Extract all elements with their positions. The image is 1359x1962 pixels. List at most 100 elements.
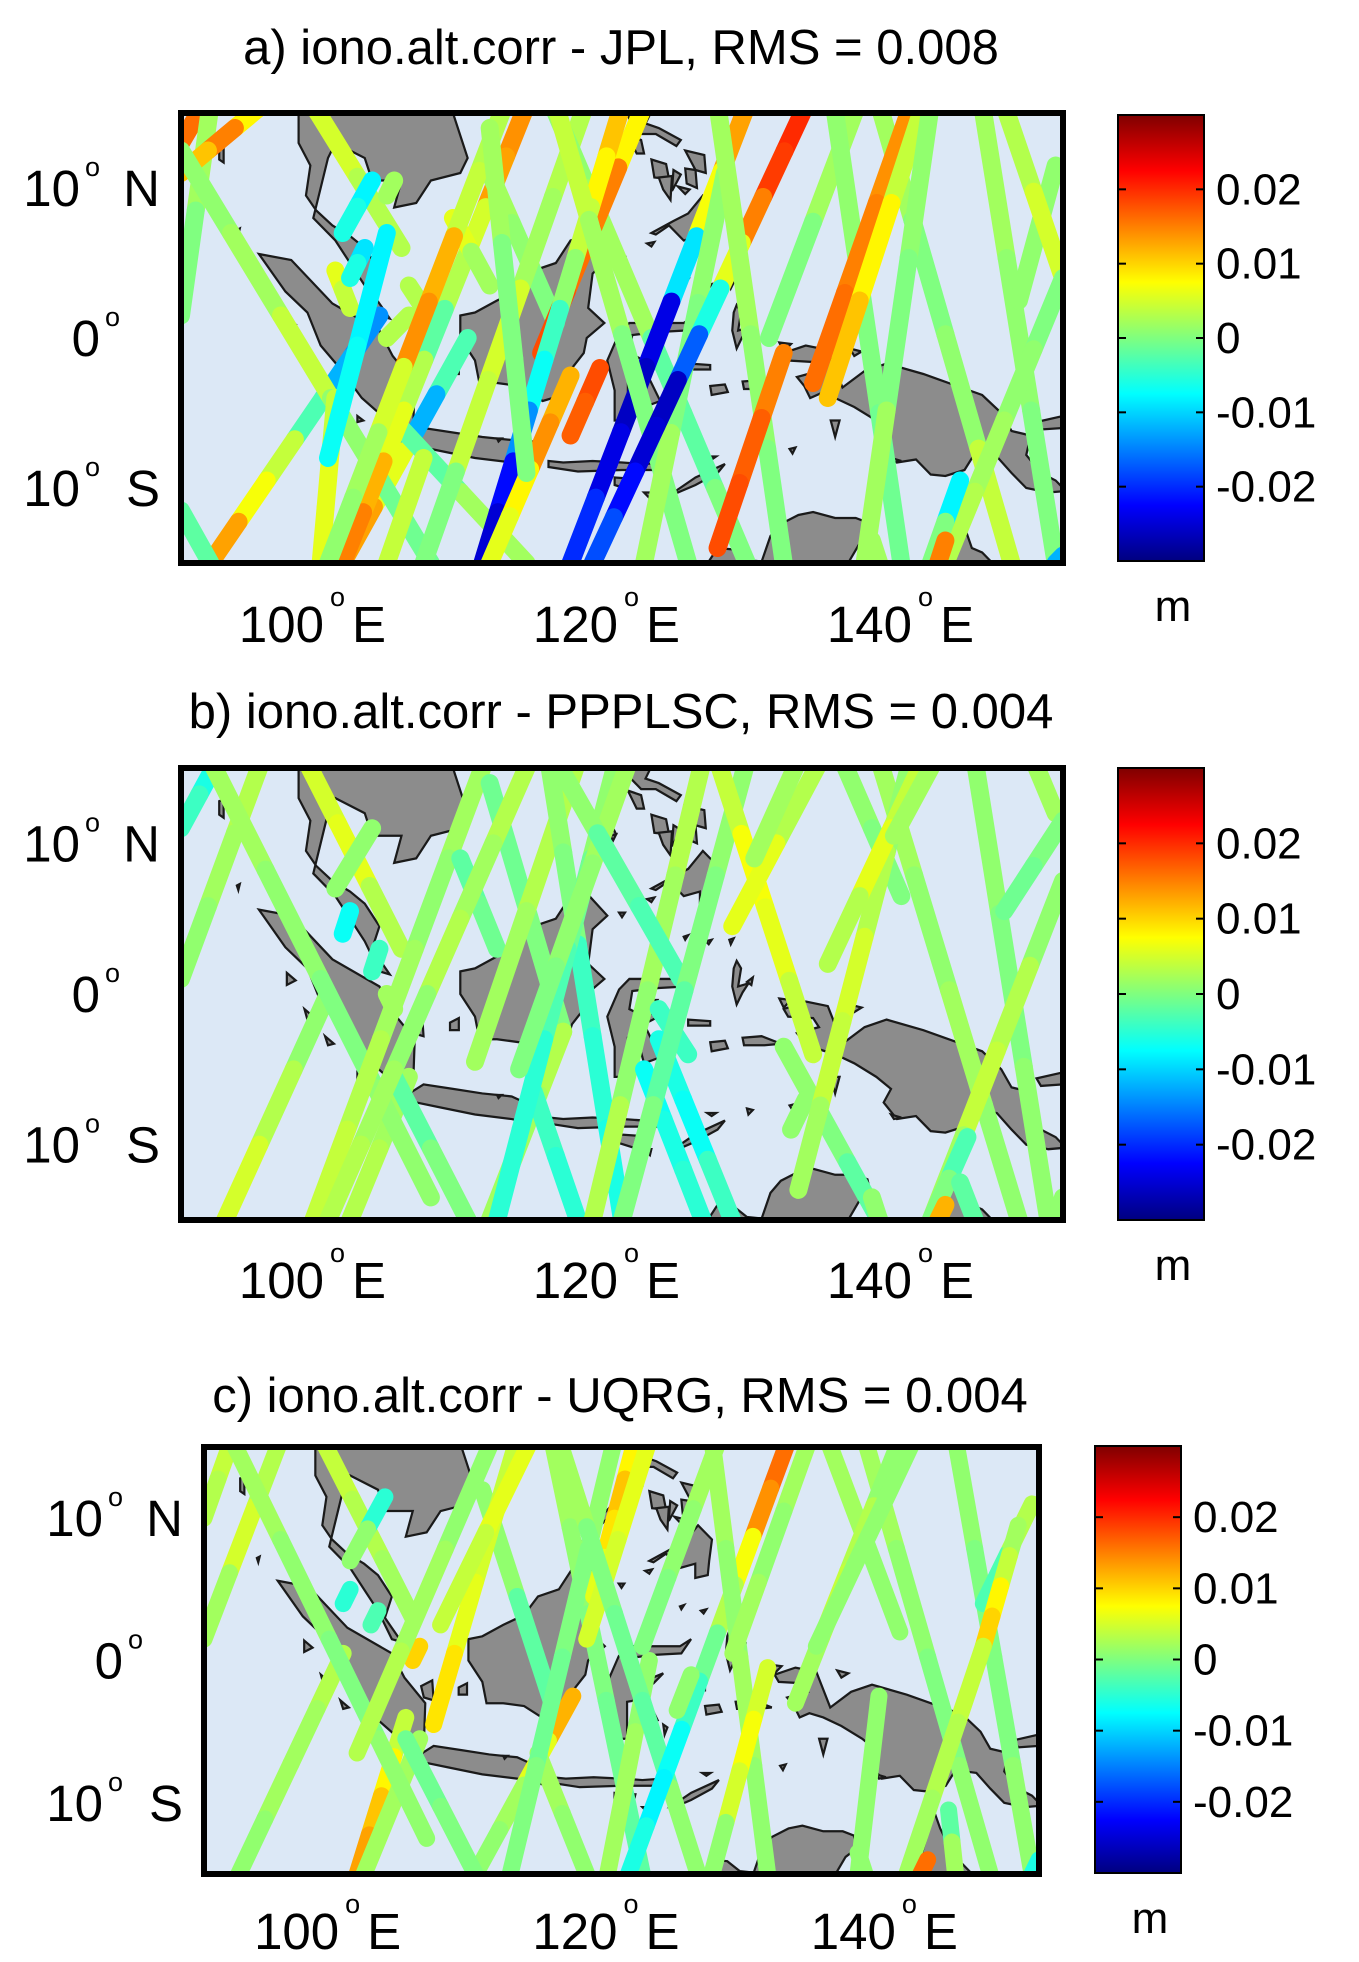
satellite-track [333, 902, 360, 943]
satellite-track [807, 1447, 920, 1655]
lon-hemisphere: E [646, 1252, 680, 1309]
track-segment [510, 957, 565, 1079]
track-segment [1014, 1057, 1058, 1220]
track-segment [1009, 156, 1063, 310]
track-segment [415, 299, 454, 369]
track-segment [385, 1067, 440, 1158]
track-segment [997, 113, 1043, 201]
track-segment [360, 877, 411, 958]
track-segment [425, 1644, 463, 1734]
track-segment [1004, 1756, 1039, 1874]
satellite-track [341, 239, 374, 287]
satellite-track [708, 344, 793, 557]
track-segment [710, 768, 751, 843]
lon-tick-label: 140 o E [827, 1238, 974, 1309]
colorbar-tick-label: 0 [1216, 970, 1240, 1019]
satellite-track [884, 768, 940, 845]
track-segment [418, 909, 470, 1003]
track-segment [611, 981, 657, 1115]
track-segment [446, 1573, 484, 1662]
satellite-track [326, 261, 360, 317]
lat-hemisphere: S [149, 1775, 183, 1832]
satellite-track [818, 113, 931, 407]
track-segment [561, 392, 595, 445]
track-segment [319, 336, 367, 467]
satellite-track [319, 113, 512, 563]
track-segment [354, 452, 393, 522]
lon-value: 140 [827, 1252, 912, 1309]
lat-hemisphere: N [123, 815, 160, 872]
track-segment [760, 212, 823, 347]
track-segment [548, 113, 598, 229]
track-segment [730, 409, 771, 492]
track-segment [348, 1642, 410, 1762]
track-segment [181, 897, 217, 988]
track-segment [473, 1481, 526, 1605]
track-segment [637, 1769, 673, 1835]
lat-value: 10 [23, 1117, 80, 1174]
track-segment [466, 902, 536, 1071]
satellite-track [849, 1844, 874, 1874]
satellite-track [480, 119, 536, 482]
track-segment [826, 113, 867, 272]
track-segment [905, 866, 959, 1000]
satellite-track [723, 768, 827, 936]
track-segment [352, 1060, 404, 1154]
degree-symbol: o [105, 302, 120, 332]
track-segment [348, 224, 396, 355]
lat-value: 0 [72, 966, 100, 1023]
track-segment [659, 1500, 702, 1586]
track-segment [579, 210, 631, 344]
satellite-track [951, 1173, 984, 1220]
track-segment [256, 860, 330, 988]
track-layer [204, 1447, 1039, 1874]
track-segment [377, 449, 433, 563]
track-segment [341, 1520, 377, 1570]
degree-symbol: o [902, 1889, 917, 1919]
track-segment [756, 898, 799, 990]
track-segment [877, 249, 918, 420]
track-segment [974, 113, 1016, 267]
track-segment [867, 113, 918, 212]
satellite-track [377, 306, 418, 347]
track-segment [225, 1447, 290, 1549]
track-segment [377, 306, 418, 347]
satellite-track [363, 939, 389, 981]
track-segment [546, 854, 602, 976]
track-segment [950, 1756, 999, 1874]
track-segment [782, 1090, 815, 1139]
track-segment [691, 1624, 726, 1690]
track-segment [371, 939, 424, 1049]
track-segment [850, 194, 901, 310]
track-segment [427, 329, 477, 404]
track-segment [780, 971, 823, 1064]
satellite-track [404, 1637, 429, 1669]
colorbar-gradient [1117, 767, 1205, 1221]
degree-symbol: o [918, 1238, 933, 1268]
lat-tick-label: N 10 o [46, 1482, 183, 1547]
track-segment [661, 1778, 707, 1874]
track-segment [333, 197, 367, 242]
track-segment [561, 488, 605, 563]
track-segment [333, 280, 360, 317]
satellite-track [782, 1090, 815, 1139]
lon-value: 120 [532, 1903, 617, 1960]
lat-tick-label: S 10 o [46, 1767, 183, 1832]
track-segment [546, 1146, 587, 1220]
track-segment [674, 404, 725, 497]
track-segment [633, 1568, 677, 1655]
satellite-track [552, 1447, 707, 1874]
track-segment [775, 1447, 816, 1520]
degree-symbol: o [108, 1767, 123, 1797]
lon-tick-label: 120 o E [533, 1238, 680, 1309]
track-segment [480, 119, 511, 252]
track-segment [744, 1479, 780, 1545]
satellite-track [524, 1082, 587, 1220]
track-segment [708, 474, 749, 557]
track-segment [524, 1082, 565, 1165]
track-segment [392, 1540, 454, 1660]
colorbar-tick-label: 0 [1216, 314, 1240, 363]
track-segment [319, 1135, 371, 1220]
satellite-track [377, 449, 433, 563]
track-segment [966, 768, 1009, 923]
